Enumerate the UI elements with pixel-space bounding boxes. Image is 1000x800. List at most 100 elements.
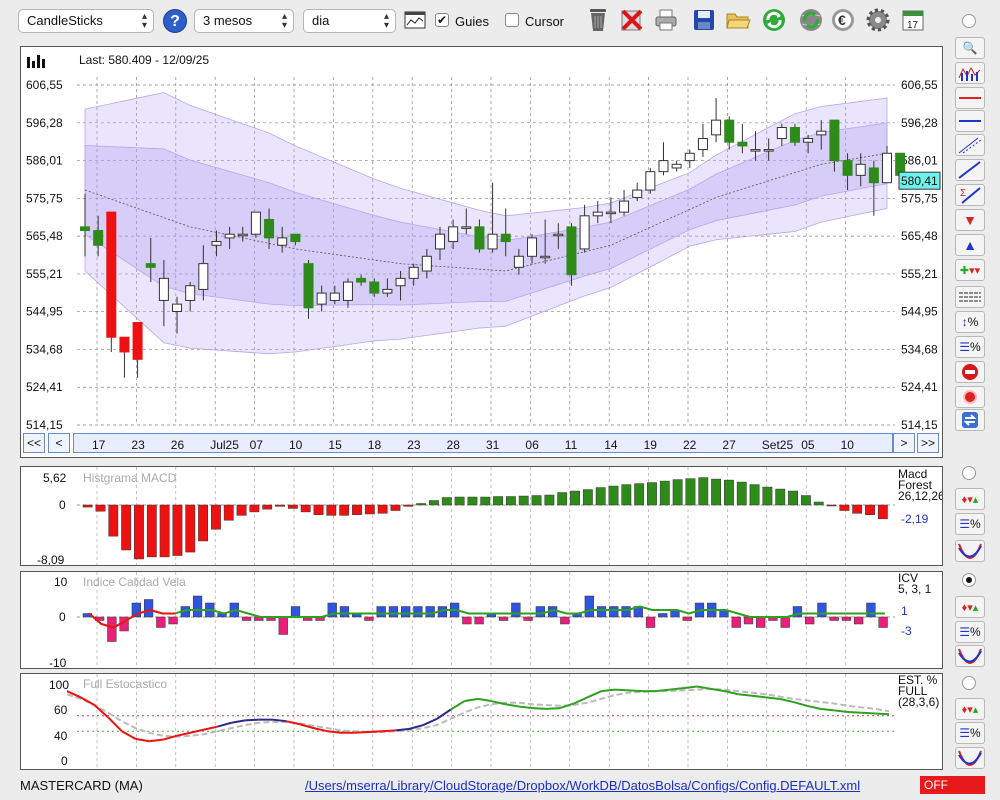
icv-bar [278,616,288,635]
arrow-up-button[interactable]: ▲ [955,234,985,256]
crossing-curves-icon [958,648,982,664]
price-chart-panel[interactable]: 606,55 606,55 596,28 596,28 586,01 586,01 575,… [20,46,943,458]
channel-button[interactable] [955,134,985,156]
stoch-panel[interactable]: Full Estocastico 100 60 40 0 EST. % FULL (28,3,… [20,673,943,770]
arrow-down-button[interactable]: ▼ [955,209,985,231]
save-icon[interactable] [690,6,718,34]
stop-button[interactable] [955,386,985,408]
stoch-percent-button[interactable]: ☰% [955,722,985,744]
candle-body [540,255,551,259]
candle-body [592,211,603,217]
stoch-k-segment [587,690,602,699]
date-tick-label: 11 [565,438,578,452]
trash-icon[interactable] [584,6,612,34]
stoch-signals-button[interactable]: ♦▾▴ [955,698,985,720]
panel-radio-main[interactable] [962,14,976,28]
guides-checkbox[interactable]: ✔ [435,13,449,27]
interval-select[interactable]: dia ▴ ▾ [303,9,396,33]
macd-tick: 0 [59,498,66,512]
chart-window-icon[interactable] [401,6,429,34]
stoch-name-label: EST. % [898,674,938,687]
period-select[interactable]: 3 mesos ▴ ▾ [194,9,294,33]
signals-icon: ♦▾▴ [961,493,979,506]
cursor-checkbox[interactable] [505,13,519,27]
stoch-k-segment [601,688,616,693]
stoch-k-segment [327,730,342,734]
icv-panel[interactable]: Indice Calidad Vela 10 0 -10 ICV 5, 3, 1 1 -3 [20,571,943,669]
stoch-name-label: (28,3,6) [898,695,939,709]
status-off-badge[interactable]: OFF [920,776,985,794]
icv-bar [327,602,337,618]
print-icon[interactable] [652,6,680,34]
nav-prev-button[interactable]: < [48,433,70,453]
macd-signals-button[interactable]: ♦▾▴ [955,488,985,510]
nav-last-button[interactable]: >> [917,433,939,453]
candle-body [290,233,301,243]
zoom-button[interactable]: 🔍 [955,37,985,59]
no-entry-button[interactable] [955,361,985,383]
candle-body [868,167,879,184]
trendline-button[interactable] [955,159,985,181]
refresh-icon[interactable] [760,6,788,34]
lines-button[interactable] [955,286,985,308]
panel-radio-icv[interactable] [962,573,976,587]
candle-body [211,241,222,246]
no-entry-icon [962,364,978,380]
icv-bar [168,616,178,625]
red-line-button[interactable] [955,87,985,109]
date-axis[interactable]: 17 23 26 Jul25 07 10 15 18 23 28 31 06 11 14 19 22 27 Set… [73,433,893,453]
macd-curve-button[interactable] [955,540,985,562]
candle-body [632,189,643,198]
icv-bar [731,616,741,628]
volume-profile-button[interactable] [955,62,985,84]
stoch-k-segment [409,724,424,730]
macd-panel[interactable]: Histgrama MACD 5,62 0 -8,09 Macd Forest 26,12,… [20,466,943,566]
macd-name-label: Forest [898,478,933,492]
icv-bar [156,616,166,628]
folder-icon[interactable] [724,6,752,34]
blue-line-button[interactable] [955,110,985,132]
nav-first-button[interactable]: << [23,433,45,453]
stoch-curve-button[interactable] [955,747,985,769]
percent-range-button[interactable]: ↕% [955,311,985,333]
candle-body [882,152,892,184]
icv-curve-button[interactable] [955,645,985,667]
swap-button[interactable] [955,409,985,431]
chart-type-select[interactable]: CandleSticks ▴ ▾ [18,9,154,33]
chart-type-value: CandleSticks [27,13,103,28]
date-tick-label: 23 [407,438,421,452]
config-path-link[interactable]: /Users/mserra/Library/CloudStorage/Dropb… [305,778,861,793]
candlestick-chart[interactable]: 606,55 606,55 596,28 596,28 586,01 586,01 575,… [21,47,942,457]
percent-lines-button[interactable]: ☰% [955,336,985,358]
macd-percent-button[interactable]: ☰% [955,513,985,535]
euro-icon[interactable]: € [829,6,857,34]
date-tick-label: 14 [604,438,618,452]
icv-bar [805,616,815,625]
nav-next-button[interactable]: > [893,433,915,453]
help-button[interactable]: ? [163,9,187,33]
macd-bar [198,504,209,542]
candle-body [369,281,380,294]
gear-icon[interactable] [864,6,892,34]
stoch-k-segment [149,738,164,743]
macd-bar [377,504,388,514]
add-signal-icon: ✚▾▾ [959,264,981,277]
icv-percent-button[interactable]: ☰% [955,621,985,643]
macd-bar [480,496,491,506]
candle-body [80,226,90,232]
add-signal-button[interactable]: ✚▾▾ [955,259,985,281]
calendar-icon[interactable]: 17 [899,6,927,34]
globe-refresh-icon[interactable] [797,6,825,34]
panel-radio-stoch[interactable] [962,676,976,690]
icv-bar [364,616,374,621]
price-tick-right: 555,21 [901,267,938,281]
macd-bar [146,504,157,558]
delete-icon[interactable] [618,6,646,34]
sigma-button[interactable]: Σ [955,184,985,206]
stoch-k-segment [217,721,232,728]
bar-chart-icon[interactable] [26,53,48,69]
stoch-k-segment [614,688,629,692]
icv-bar [498,616,509,621]
icv-signals-button[interactable]: ♦▾▴ [955,596,985,618]
panel-radio-macd[interactable] [962,466,976,480]
